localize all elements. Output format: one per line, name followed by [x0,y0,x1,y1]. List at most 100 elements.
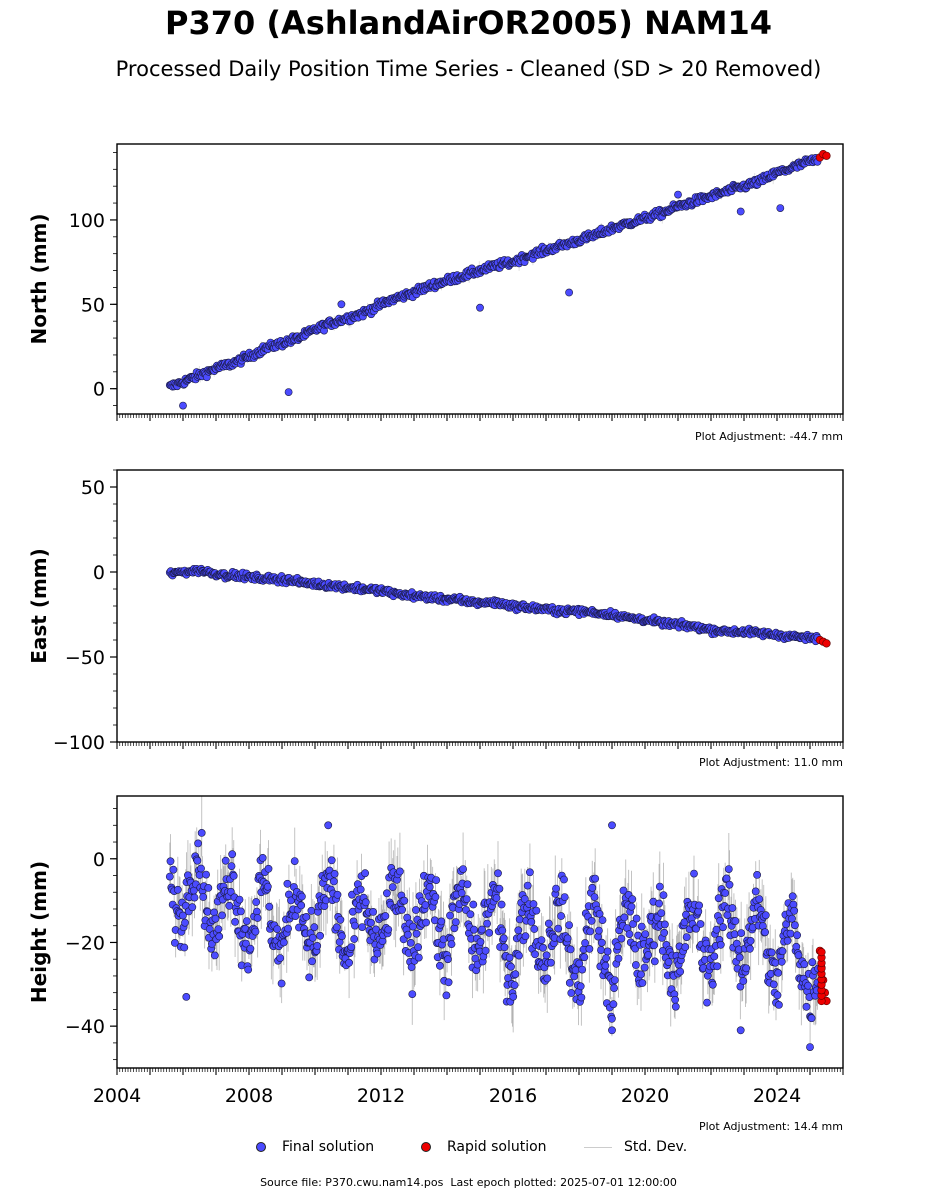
height-final-point [610,984,618,992]
height-final-point [202,870,210,879]
height-final-point [736,1026,745,1035]
height-final-point [510,981,519,989]
height-final-point [276,954,285,962]
height-final-point [746,937,755,945]
height-final-point [520,895,529,903]
source-file: Source file: P370.cwu.nam14.pos [260,1176,444,1189]
height-final-point [432,876,441,884]
height-final-point [537,936,546,944]
height-final-point [650,957,659,966]
height-final-point [637,970,645,979]
height-final-point [321,896,330,905]
height-final-point [446,911,454,920]
height-final-point [253,914,262,922]
height-final-point [777,957,786,966]
height-final-point [297,892,306,901]
height-final-point [530,925,539,933]
height-final-point [305,973,314,982]
height-final-point [210,908,218,917]
chart-title: P370 (AshlandAirOR2005) NAM14 [165,4,772,42]
height-final-point [529,900,538,908]
height-final-point [431,893,440,901]
east-plot-adjustment: Plot Adjustment: 11.0 mm [699,756,843,769]
height-final-point [690,869,698,878]
height-final-point [425,883,434,891]
east-y-tick-label: 50 [81,477,105,499]
height-final-point [409,922,417,931]
height-final-point [218,911,226,920]
height-final-point [462,895,471,903]
height-final-point [580,953,589,962]
height-final-point [771,958,780,967]
height-final-point [252,898,261,906]
height-final-point [696,920,705,928]
height-final-point [521,932,530,941]
height-final-point [671,995,679,1004]
height-final-point [610,976,619,984]
height-final-point [199,893,208,901]
height-final-point [591,874,600,883]
height-final-point [211,914,220,923]
height-final-point [273,925,282,933]
height-final-point [242,939,250,948]
height-final-point [403,930,412,939]
height-final-point [509,992,518,1001]
height-final-point [650,941,658,950]
height-final-point [719,923,727,932]
height-final-point [725,880,734,889]
height-final-point [236,907,245,916]
height-final-point [761,911,770,920]
height-final-point [307,906,316,915]
height-final-point [190,893,199,902]
height-final-point [330,870,339,878]
height-final-point [242,917,251,925]
height-final-point [332,923,341,932]
height-final-point [476,938,485,946]
legend-final: Final solution [256,1136,374,1158]
legend: Final solution Rapid solution Std. Dev. [0,1136,937,1158]
height-final-point [372,925,380,934]
height-final-point [327,856,336,865]
x-tick-label: 2024 [753,1085,801,1107]
height-final-point [619,886,628,895]
height-final-point [290,857,299,865]
height-final-point [227,862,236,870]
height-final-point [435,961,444,970]
height-final-point [414,943,422,952]
height-plot-adjustment: Plot Adjustment: 14.4 mm [699,1120,843,1133]
legend-std-label: Std. Dev. [624,1139,688,1155]
height-final-point [308,933,317,942]
std-dev-line-icon [584,1146,612,1148]
north-final-point [284,388,293,396]
height-final-point [632,914,641,923]
height-final-point [597,938,606,947]
height-final-point [412,929,421,938]
height-final-point [498,926,507,935]
x-tick-label: 2004 [93,1085,141,1107]
height-final-point [609,1000,618,1009]
height-final-point [581,939,589,947]
north-final-point [337,300,346,309]
height-final-point [767,948,776,957]
height-final-point [804,981,812,990]
height-final-point [659,891,668,899]
height-final-point [366,918,375,927]
height-final-point [178,911,187,920]
height-final-point [617,934,626,943]
height-final-point [264,864,273,873]
height-final-point [788,914,796,923]
height-final-point [527,918,536,926]
height-final-point [442,991,451,1000]
height-final-point [532,906,541,915]
height-final-point [500,943,509,952]
height-final-point [258,854,267,862]
height-final-point [284,924,292,933]
north-y-tick-label: 50 [81,294,105,316]
height-final-point [310,923,319,932]
height-final-point [457,889,466,897]
height-final-point [231,918,239,926]
north-data-points [165,150,831,410]
chart-subtitle: Processed Daily Position Time Series - C… [115,57,822,81]
height-final-point [657,909,666,917]
height-final-point [775,1001,783,1009]
